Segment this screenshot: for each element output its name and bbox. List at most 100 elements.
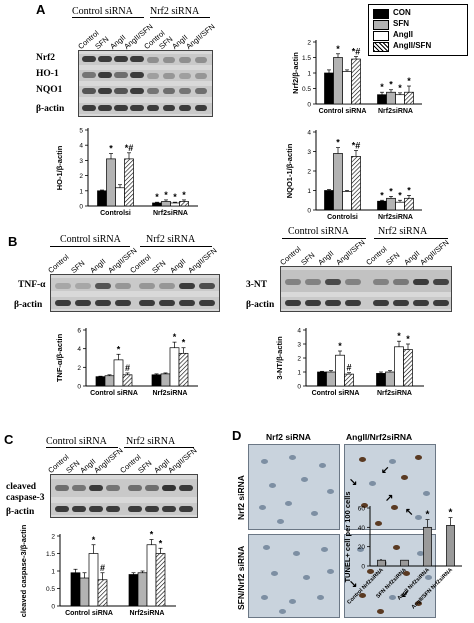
bar	[333, 153, 343, 211]
blot-label-3nt: 3-NT	[246, 280, 268, 290]
y-tick-label: 1	[51, 569, 55, 576]
y-axis-label: cleaved caspase-3/β-actin	[19, 524, 28, 617]
bar	[377, 94, 387, 105]
significance-marker: *	[407, 185, 411, 195]
bar	[386, 197, 396, 211]
panel-d-letter: D	[232, 428, 242, 443]
micrograph-col-title: AngII/Nrf2siRNA	[346, 432, 413, 442]
significance-marker: *	[426, 510, 430, 521]
panel-c-letter: C	[4, 432, 14, 447]
bar	[115, 187, 125, 207]
y-tick-label: 1	[297, 370, 301, 377]
significance-marker: #	[125, 363, 130, 373]
panel-b-letter: B	[8, 234, 18, 249]
panel-b-left-group-control: Control siRNA	[60, 234, 121, 245]
micrograph-col-title: Nrf2 siRNA	[266, 432, 311, 442]
y-tick-label: 0	[51, 604, 55, 611]
bar	[342, 71, 352, 105]
bar	[377, 559, 386, 567]
y-axis-label: TNF-α/β-actin	[55, 333, 64, 382]
bar	[97, 579, 108, 607]
y-tick-label: 2	[297, 356, 301, 363]
bar	[386, 91, 396, 105]
bar	[106, 158, 116, 207]
blot-label-ho1: HO-1	[36, 69, 59, 79]
y-tick-label: 0	[307, 102, 311, 109]
significance-marker: *	[173, 192, 177, 202]
blot-label-nqo1: NQO1	[36, 85, 63, 95]
y-axis-label: NQO1-1/β-actin	[285, 143, 294, 198]
panel-c-group-control: Control siRNA	[46, 436, 107, 447]
bar	[326, 371, 336, 387]
bar	[342, 191, 352, 211]
bar	[178, 352, 189, 387]
y-tick-label: 0	[297, 384, 301, 391]
western-blot-c	[50, 474, 198, 518]
bar	[128, 574, 139, 607]
panel-a-group-nrf2: Nrf2 siRNA	[150, 6, 200, 17]
significance-marker: *	[155, 192, 159, 202]
bar	[395, 201, 405, 211]
western-blot-a	[78, 50, 213, 117]
y-tick-label: 20	[358, 544, 366, 551]
y-tick-label: 6	[77, 328, 81, 335]
bar	[400, 559, 409, 567]
bar	[351, 156, 361, 211]
y-tick-label: 4	[297, 328, 301, 335]
bar	[104, 375, 115, 387]
blot-label-caspase3: caspase-3	[6, 493, 45, 503]
x-tick-label: Control siRNA	[90, 390, 138, 397]
bar	[124, 158, 134, 207]
micrograph-sfn-nrf2sirna	[248, 534, 340, 618]
x-tick-label: Nrf2siRNA	[153, 210, 188, 217]
significance-marker: *	[150, 530, 154, 540]
arrow-icon: ↗	[385, 493, 394, 504]
bar	[385, 371, 395, 387]
micrograph-angii-sfn-nrf2sirna: ↘ ↘ ↙	[344, 534, 436, 618]
legend-label: AngII	[393, 30, 413, 39]
significance-marker: *	[336, 138, 340, 148]
bar	[70, 572, 81, 607]
legend-swatch-angii	[373, 31, 389, 41]
bar-chart-tnf: 0 2 4 6 TNF-α/β-actin Control siRNA Nrf2siRNA *…	[55, 328, 198, 397]
y-tick-label: 1.5	[302, 55, 311, 62]
blot-label-tnf: TNF-α	[18, 280, 46, 290]
significance-marker: *#	[352, 141, 361, 151]
significance-marker: *	[389, 186, 393, 196]
y-tick-label: 4	[79, 143, 83, 150]
significance-marker: *	[407, 76, 411, 86]
western-blot-b-left	[50, 274, 220, 312]
x-tick-label: Nrf2siRNA	[378, 214, 413, 221]
significance-marker: *	[117, 344, 121, 354]
bar	[351, 58, 361, 105]
blot-label-actin: β-actin	[14, 300, 43, 310]
bar	[404, 197, 414, 211]
bar	[423, 526, 432, 567]
arrow-icon: ↙	[381, 465, 390, 476]
significance-marker: *	[398, 190, 402, 200]
y-tick-label: 1.5	[46, 551, 55, 558]
y-tick-label: 5	[79, 128, 83, 135]
western-blot-b-right	[280, 266, 452, 312]
x-tick-label: Nrf2siRNA	[377, 390, 412, 397]
micrograph-nrf2sirna	[248, 444, 340, 530]
y-tick-label: 0	[77, 384, 81, 391]
significance-marker: *	[380, 82, 384, 92]
bar-chart-nt3: 0 1 2 3 4 3-NT/β-actin Control siRNA Nrf2siRNA *…	[275, 328, 424, 397]
significance-marker: *#	[352, 47, 361, 57]
bar-chart-casp3: 0 0.5 1 1.5 2 cleaved caspase-3/β-actin Contro…	[19, 524, 176, 617]
bar-chart-nrf2: 0 0.5 1 1.5 2 Nrf2/β-actin Control siRNA Nrf2si…	[291, 40, 422, 115]
significance-marker: *	[182, 338, 186, 348]
significance-marker: *	[338, 341, 342, 351]
legend-swatch-angii-sfn	[373, 42, 389, 52]
bar	[161, 201, 171, 207]
y-tick-label: 0	[307, 208, 311, 215]
x-tick-label: AngII/SFN Nrf2siRNA	[411, 567, 454, 610]
bar	[317, 371, 327, 387]
x-tick-label: Control siRNA	[312, 390, 360, 397]
bar	[394, 346, 404, 387]
x-tick-label: Control siRNA	[65, 610, 113, 617]
significance-marker: *	[164, 190, 168, 200]
panel-b-right-group-nrf2: Nrf2 siRNA	[378, 226, 428, 237]
